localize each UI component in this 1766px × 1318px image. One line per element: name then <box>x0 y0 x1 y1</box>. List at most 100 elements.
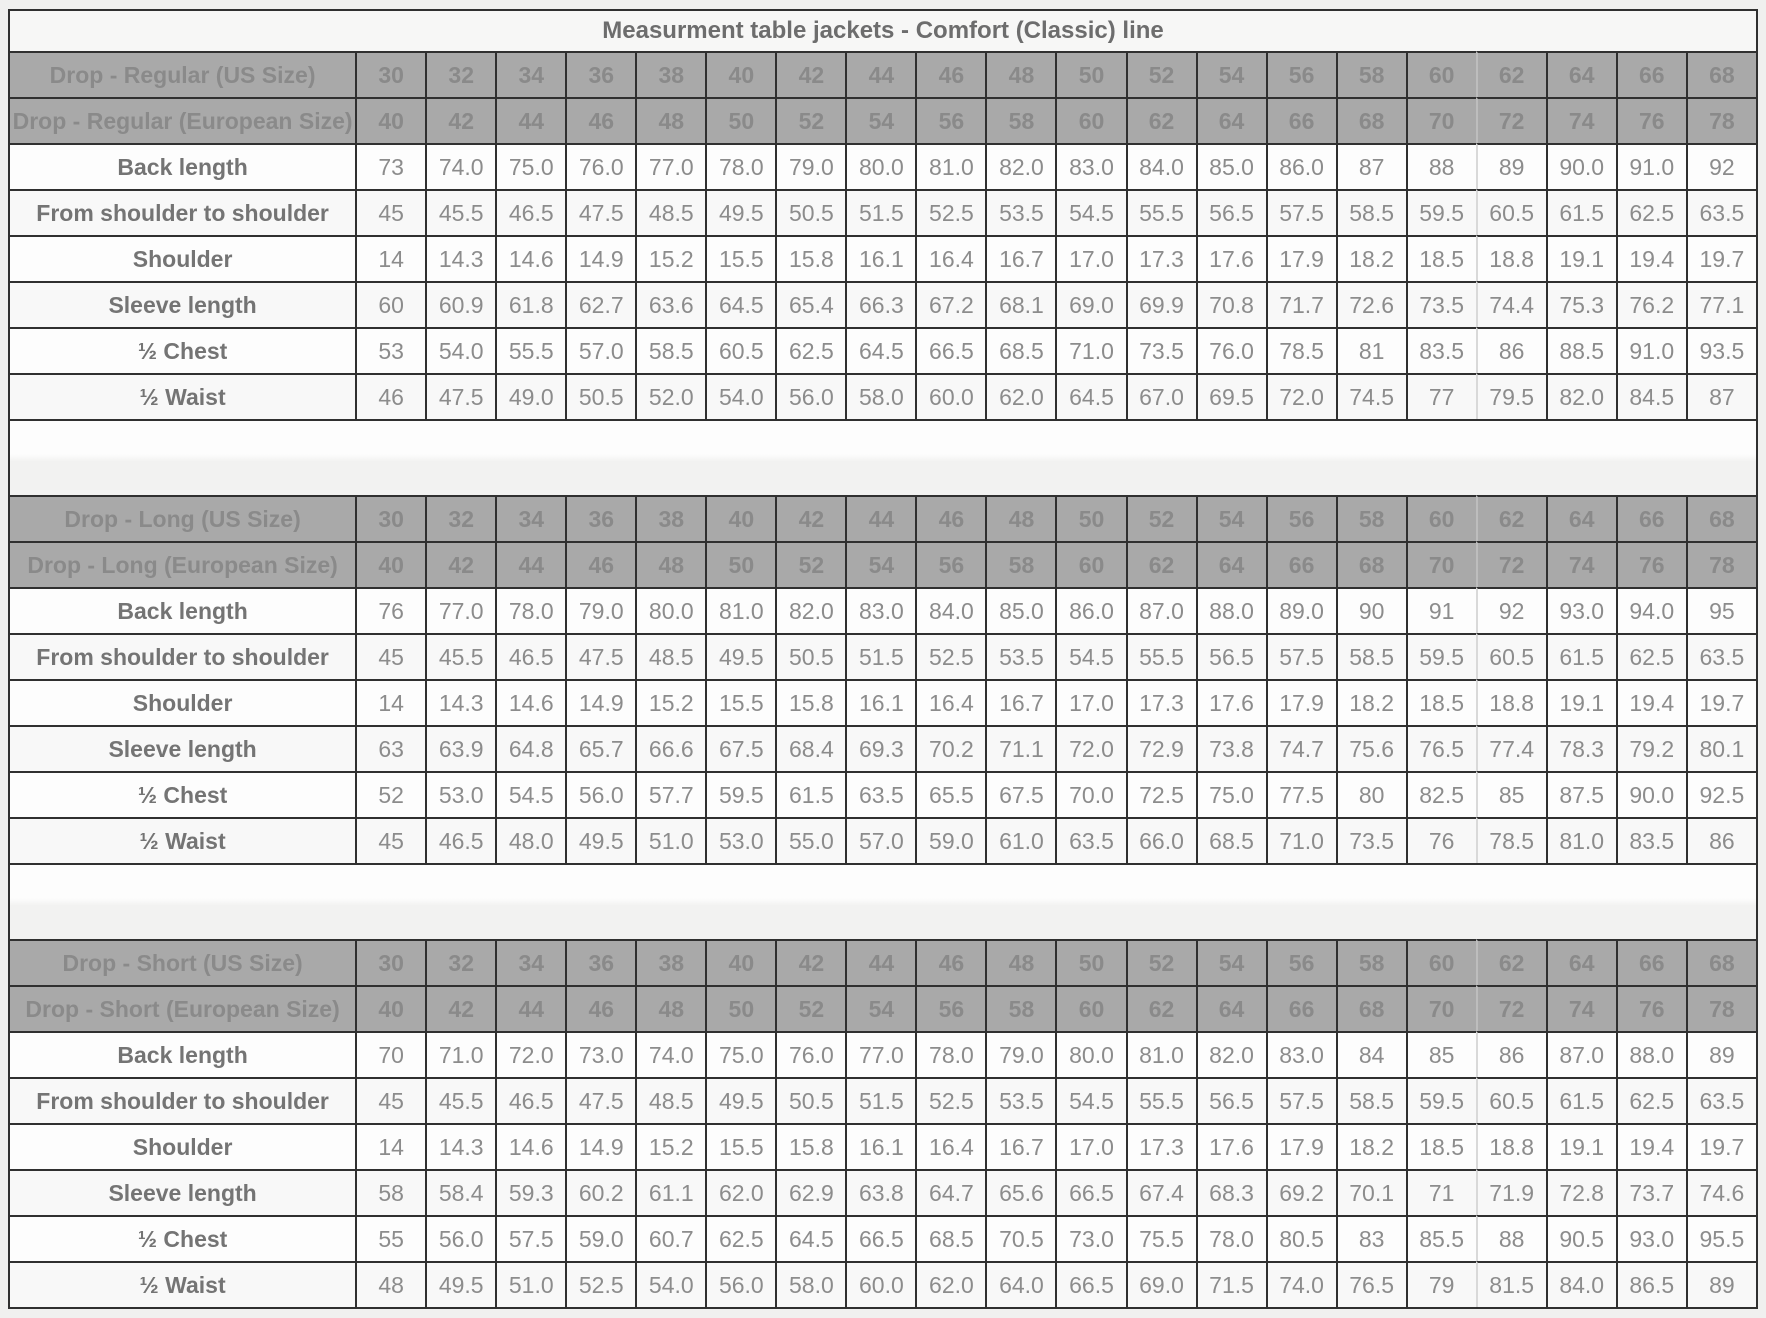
value-cell: 79.0 <box>565 587 636 633</box>
value-cell: 58.5 <box>1335 1077 1406 1123</box>
size-header-cell: 68 <box>1335 97 1406 143</box>
size-header-cell: 64 <box>1545 939 1616 985</box>
value-cell: 59.5 <box>1405 189 1476 235</box>
value-cell: 66.0 <box>1125 817 1196 863</box>
size-header-cell: 52 <box>1125 939 1196 985</box>
value-cell: 75.0 <box>705 1031 776 1077</box>
value-cell: 47.5 <box>565 1077 636 1123</box>
row-label: Sleeve length <box>10 725 356 771</box>
value-cell: 54.5 <box>1055 633 1126 679</box>
table-row: Back length 73 74.0 75.0 76.0 77.0 78.0 79.0 80.… <box>10 143 1756 189</box>
size-header-cell: 66 <box>1615 939 1686 985</box>
value-cell: 60.5 <box>1475 189 1546 235</box>
value-cell: 18.5 <box>1405 1123 1476 1169</box>
value-cell: 83.0 <box>845 587 916 633</box>
value-cell: 57.0 <box>845 817 916 863</box>
value-cell: 45 <box>355 189 426 235</box>
us-size-header-row: Drop - Long (US Size) 30 32 34 36 38 40 42 44 46 4… <box>10 495 1756 541</box>
value-cell: 81.0 <box>915 143 986 189</box>
value-cell: 69.0 <box>1125 1261 1196 1307</box>
value-cell: 78.5 <box>1475 817 1546 863</box>
value-cell: 74.5 <box>1335 373 1406 419</box>
size-header-cell: 76 <box>1615 541 1686 587</box>
value-cell: 77.0 <box>425 587 496 633</box>
value-cell: 17.9 <box>1265 235 1336 281</box>
us-size-header-row: Drop - Short (US Size) 30 32 34 36 38 40 42 44 46… <box>10 939 1756 985</box>
value-cell: 68.5 <box>985 327 1056 373</box>
size-header-cell: 46 <box>565 97 636 143</box>
value-cell: 92 <box>1685 143 1756 189</box>
value-cell: 62.5 <box>705 1215 776 1261</box>
value-cell: 86 <box>1475 327 1546 373</box>
value-cell: 56.0 <box>775 373 846 419</box>
value-cell: 74.6 <box>1685 1169 1756 1215</box>
value-cell: 60 <box>355 281 426 327</box>
value-cell: 56.0 <box>425 1215 496 1261</box>
value-cell: 45.5 <box>425 633 496 679</box>
value-cell: 62.9 <box>775 1169 846 1215</box>
size-header-cell: 34 <box>495 51 566 97</box>
value-cell: 16.1 <box>845 1123 916 1169</box>
value-cell: 15.8 <box>775 679 846 725</box>
table-row: From shoulder to shoulder 45 45.5 46.5 47.5 4… <box>10 189 1756 235</box>
value-cell: 71.1 <box>985 725 1056 771</box>
size-header-cell: 36 <box>565 51 636 97</box>
value-cell: 56.5 <box>1195 1077 1266 1123</box>
value-cell: 72.0 <box>495 1031 566 1077</box>
value-cell: 55.5 <box>1125 1077 1196 1123</box>
value-cell: 81.0 <box>1125 1031 1196 1077</box>
size-header-cell: 48 <box>985 51 1056 97</box>
value-cell: 83.0 <box>1265 1031 1336 1077</box>
value-cell: 87 <box>1685 373 1756 419</box>
value-cell: 64.5 <box>845 327 916 373</box>
size-header-cell: 62 <box>1125 985 1196 1031</box>
value-cell: 54.0 <box>425 327 496 373</box>
value-cell: 60.5 <box>1475 633 1546 679</box>
size-header-cell: 58 <box>985 541 1056 587</box>
value-cell: 61.5 <box>1545 633 1616 679</box>
value-cell: 15.2 <box>635 235 706 281</box>
size-header-cell: 54 <box>1195 495 1266 541</box>
value-cell: 86.0 <box>1265 143 1336 189</box>
value-cell: 66.5 <box>1055 1169 1126 1215</box>
size-header-cell: 72 <box>1475 541 1546 587</box>
value-cell: 18.2 <box>1335 235 1406 281</box>
size-header-cell: 44 <box>495 97 566 143</box>
value-cell: 88.0 <box>1615 1031 1686 1077</box>
value-cell: 53.0 <box>425 771 496 817</box>
value-cell: 65.5 <box>915 771 986 817</box>
row-label: Shoulder <box>10 679 356 725</box>
value-cell: 46 <box>355 373 426 419</box>
value-cell: 88.0 <box>1195 587 1266 633</box>
table-row: Shoulder 14 14.3 14.6 14.9 15.2 15.5 15.8 16.1 16… <box>10 235 1756 281</box>
size-header-cell: 60 <box>1055 985 1126 1031</box>
value-cell: 57.5 <box>495 1215 566 1261</box>
value-cell: 82.0 <box>775 587 846 633</box>
value-cell: 55.5 <box>495 327 566 373</box>
value-cell: 66.5 <box>845 1215 916 1261</box>
size-header-cell: 58 <box>1335 939 1406 985</box>
value-cell: 48.5 <box>635 1077 706 1123</box>
row-label: ½ Chest <box>10 1215 356 1261</box>
value-cell: 51.5 <box>845 633 916 679</box>
value-cell: 51.0 <box>635 817 706 863</box>
value-cell: 59.5 <box>705 771 776 817</box>
row-label: From shoulder to shoulder <box>10 633 356 679</box>
size-header-cell: 62 <box>1475 51 1546 97</box>
size-header-label: Drop - Long (European Size) <box>10 541 356 587</box>
size-header-cell: 72 <box>1475 97 1546 143</box>
value-cell: 51.5 <box>845 1077 916 1123</box>
size-header-cell: 66 <box>1265 541 1336 587</box>
value-cell: 92 <box>1475 587 1546 633</box>
value-cell: 62.0 <box>705 1169 776 1215</box>
value-cell: 14.6 <box>495 235 566 281</box>
value-cell: 77.1 <box>1685 281 1756 327</box>
value-cell: 63.6 <box>635 281 706 327</box>
size-header-cell: 44 <box>845 939 916 985</box>
size-header-cell: 62 <box>1125 97 1196 143</box>
value-cell: 81.5 <box>1475 1261 1546 1307</box>
size-header-cell: 58 <box>985 97 1056 143</box>
value-cell: 64.5 <box>705 281 776 327</box>
size-header-cell: 70 <box>1405 541 1476 587</box>
